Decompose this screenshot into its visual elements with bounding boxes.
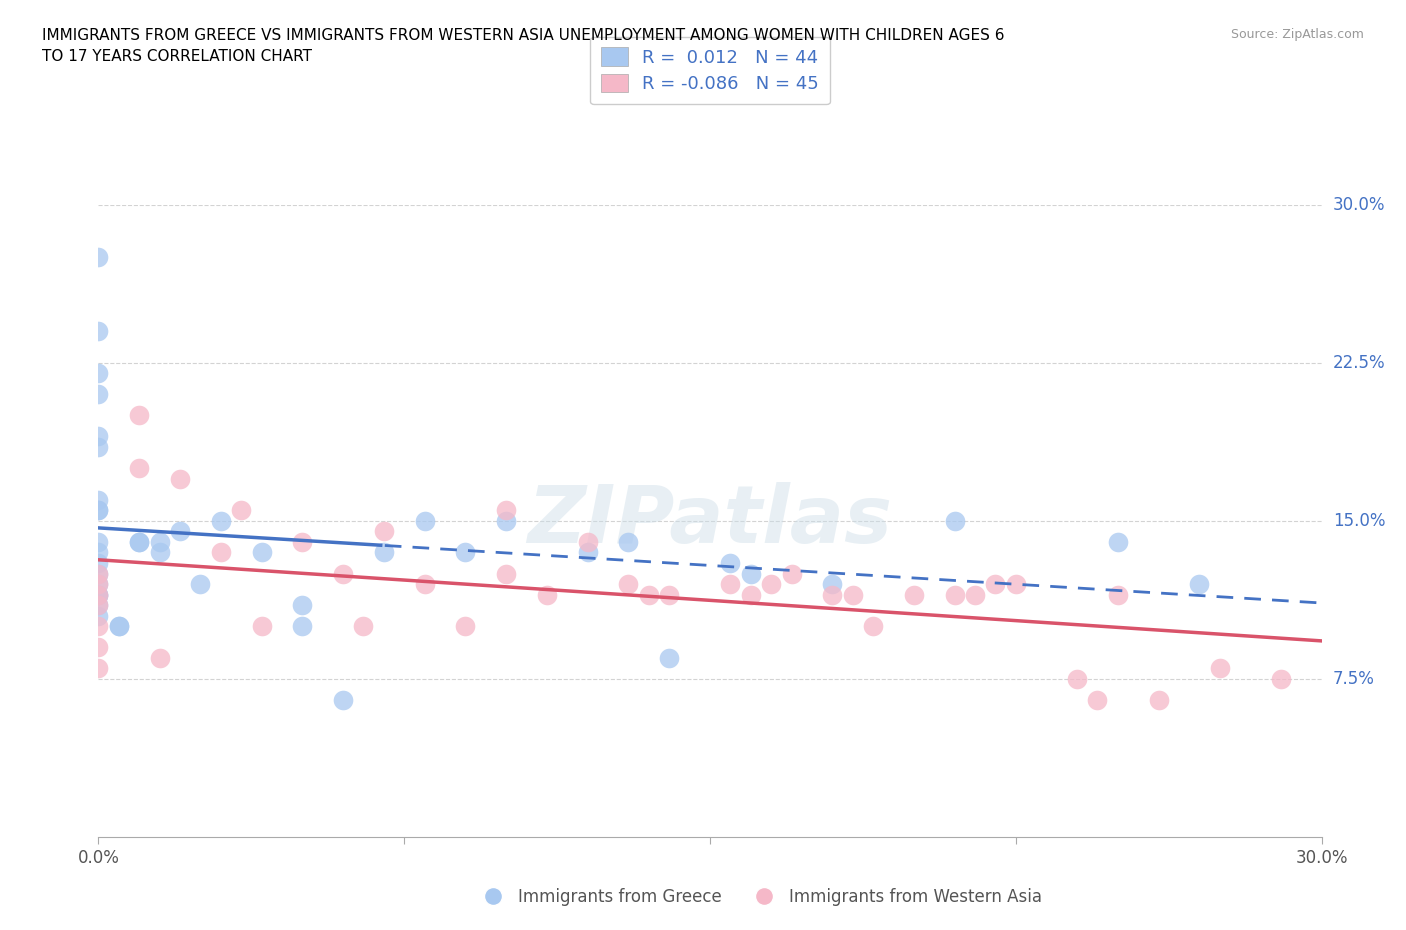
Point (87, 587, 110, 602)
Point (1147, 693, 1170, 708)
Point (87, 429, 110, 444)
Point (87, 324, 110, 339)
Point (87, 587, 110, 602)
Point (1188, 577, 1211, 591)
Point (87, 566, 110, 581)
Point (250, 545, 273, 560)
Legend: R =  0.012   N = 44, R = -0.086   N = 45: R = 0.012 N = 44, R = -0.086 N = 45 (591, 36, 830, 104)
Point (841, 587, 863, 602)
Point (1107, 535, 1129, 550)
Point (108, 618, 131, 633)
Point (576, 535, 599, 550)
Text: IMMIGRANTS FROM GREECE VS IMMIGRANTS FROM WESTERN ASIA UNEMPLOYMENT AMONG WOMEN : IMMIGRANTS FROM GREECE VS IMMIGRANTS FRO… (42, 28, 1005, 64)
Point (495, 513, 517, 528)
Point (761, 577, 783, 591)
Point (87, 618, 110, 633)
Point (128, 460, 150, 475)
Point (965, 587, 987, 602)
Text: 15.0%: 15.0% (1333, 512, 1385, 530)
Point (87, 577, 110, 591)
Point (209, 545, 232, 560)
Point (87, 387, 110, 402)
Point (87, 598, 110, 613)
Point (149, 535, 172, 550)
Point (87, 661, 110, 676)
Point (821, 577, 844, 591)
Point (637, 587, 661, 602)
Point (1209, 661, 1232, 676)
Point (617, 577, 640, 591)
Point (291, 618, 314, 633)
Point (862, 618, 884, 633)
Text: 30.0%: 30.0% (1333, 195, 1385, 214)
Point (413, 513, 436, 528)
Point (291, 535, 314, 550)
Point (536, 587, 558, 602)
Point (943, 513, 966, 528)
Point (373, 545, 395, 560)
Point (188, 577, 212, 591)
Point (780, 566, 803, 581)
Text: Source: ZipAtlas.com: Source: ZipAtlas.com (1230, 28, 1364, 41)
Point (108, 618, 131, 633)
Point (984, 577, 1007, 591)
Text: 22.5%: 22.5% (1333, 353, 1385, 372)
Point (87, 598, 110, 613)
Point (87, 440, 110, 455)
Point (718, 555, 742, 570)
Point (209, 513, 232, 528)
Point (87, 503, 110, 518)
Point (576, 545, 599, 560)
Point (658, 587, 681, 602)
Point (332, 566, 354, 581)
Point (169, 472, 191, 486)
Point (821, 587, 844, 602)
Point (454, 545, 477, 560)
Point (128, 408, 150, 423)
Point (495, 503, 517, 518)
Point (352, 618, 374, 633)
Point (87, 492, 110, 507)
Point (332, 693, 354, 708)
Point (149, 545, 172, 560)
Point (87, 555, 110, 570)
Point (1085, 693, 1108, 708)
Point (169, 524, 191, 538)
Point (718, 577, 742, 591)
Point (128, 535, 150, 550)
Point (943, 587, 966, 602)
Point (1107, 587, 1129, 602)
Point (87, 503, 110, 518)
Point (87, 250, 110, 265)
Point (250, 618, 273, 633)
Point (373, 524, 395, 538)
Point (87, 365, 110, 380)
Point (740, 587, 762, 602)
Point (1066, 671, 1088, 686)
Point (495, 566, 517, 581)
Point (87, 587, 110, 602)
Point (87, 608, 110, 623)
Point (617, 535, 640, 550)
Point (903, 587, 925, 602)
Legend: Immigrants from Greece, Immigrants from Western Asia: Immigrants from Greece, Immigrants from … (470, 881, 1049, 912)
Point (128, 535, 150, 550)
Point (149, 650, 172, 665)
Point (1004, 577, 1026, 591)
Point (87, 545, 110, 560)
Text: 7.5%: 7.5% (1333, 670, 1375, 688)
Point (413, 577, 436, 591)
Point (231, 503, 253, 518)
Point (87, 566, 110, 581)
Point (1270, 671, 1292, 686)
Point (87, 577, 110, 591)
Text: ZIPatlas: ZIPatlas (527, 482, 893, 560)
Point (87, 640, 110, 655)
Point (291, 598, 314, 613)
Point (658, 650, 681, 665)
Point (454, 618, 477, 633)
Point (740, 566, 762, 581)
Point (87, 535, 110, 550)
